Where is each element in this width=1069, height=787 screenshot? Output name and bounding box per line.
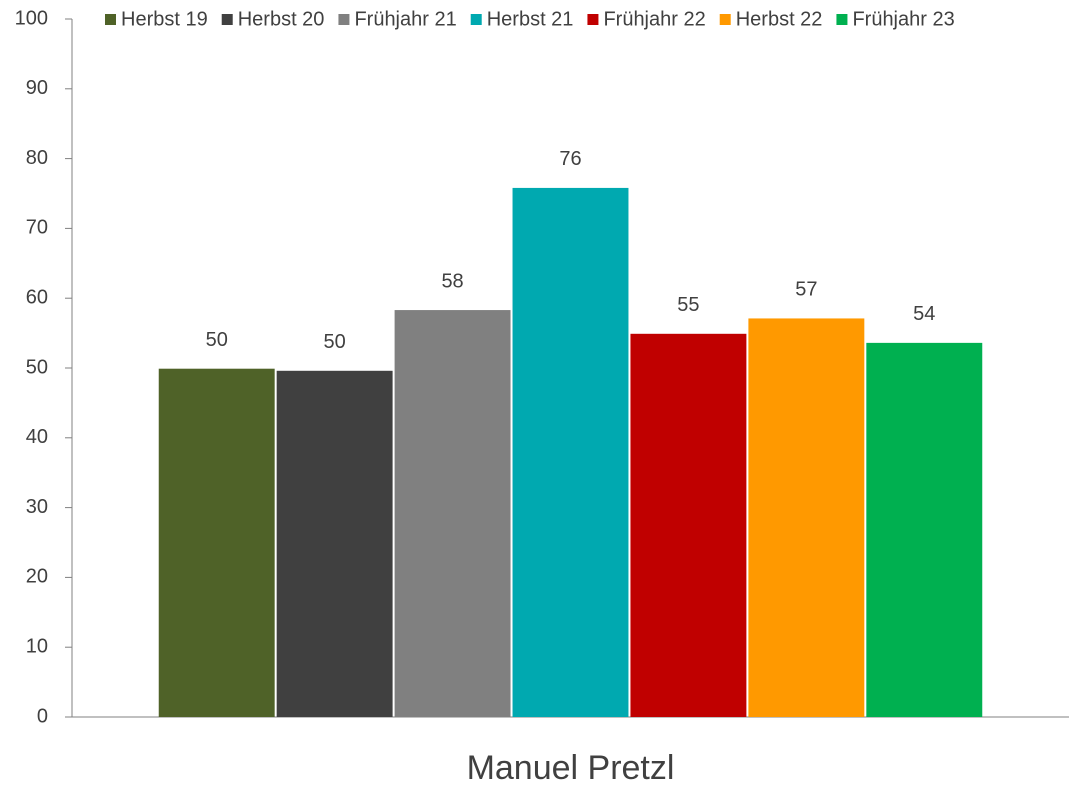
legend-swatch — [105, 14, 116, 25]
legend-swatch — [221, 14, 233, 25]
legend-swatch — [719, 14, 731, 25]
data-label: 76 — [559, 148, 581, 170]
y-tick-label: 80 — [26, 147, 48, 169]
bar — [512, 187, 629, 717]
bar — [158, 368, 275, 717]
y-tick-label: 40 — [26, 426, 48, 448]
legend-label: Herbst 19 — [121, 8, 208, 30]
legend-label: Herbst 20 — [238, 8, 325, 30]
legend-swatch — [338, 14, 350, 25]
data-label: 54 — [913, 303, 935, 325]
y-tick-label: 0 — [37, 705, 48, 727]
legend: Herbst 19 Herbst 20 Frühjahr 21 Herbst 21 Fr… — [105, 8, 955, 30]
data-label: 50 — [324, 331, 346, 353]
bar — [748, 318, 865, 717]
legend-label: Frühjahr 22 — [603, 8, 705, 30]
y-tick-label: 100 — [15, 7, 48, 29]
legend-label: Frühjahr 23 — [852, 8, 954, 30]
x-tick-label: Manuel Pretzl — [467, 749, 675, 787]
bar — [866, 342, 983, 717]
bar — [276, 370, 393, 717]
data-label: 57 — [795, 279, 817, 301]
data-label: 50 — [206, 329, 228, 351]
y-tick-label: 90 — [26, 77, 48, 99]
legend-swatch — [587, 14, 599, 25]
data-label: 55 — [677, 294, 699, 316]
y-tick-label: 30 — [26, 496, 48, 518]
bar — [394, 310, 511, 717]
y-tick-label: 70 — [26, 217, 48, 239]
data-label: 58 — [441, 270, 463, 292]
bar — [630, 333, 747, 717]
legend-label: Herbst 21 — [487, 8, 574, 30]
y-tick-label: 10 — [26, 635, 48, 657]
y-tick-label: 20 — [26, 566, 48, 588]
legend-label: Herbst 22 — [736, 8, 823, 30]
y-tick-label: 60 — [26, 286, 48, 308]
legend-label: Frühjahr 21 — [354, 8, 456, 30]
y-tick-label: 50 — [26, 356, 48, 378]
legend-swatch — [836, 14, 848, 25]
legend-swatch — [470, 14, 482, 25]
